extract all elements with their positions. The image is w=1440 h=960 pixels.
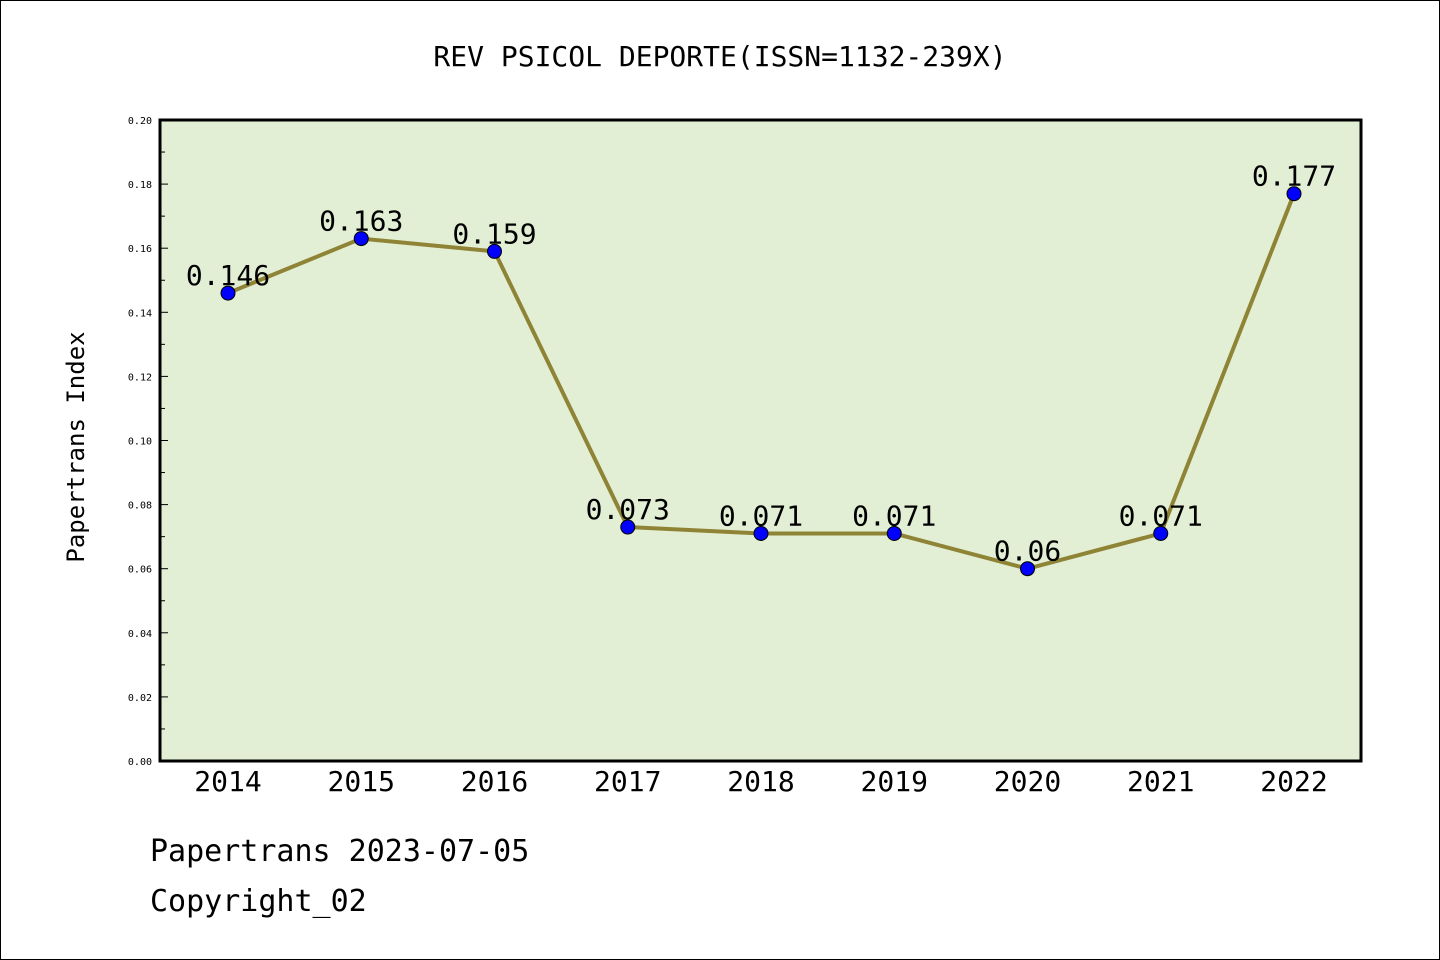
y-tick-label: 0.00 (128, 757, 152, 768)
y-tick-label: 0.18 (128, 180, 152, 191)
y-tick-label: 0.10 (128, 437, 152, 448)
data-point (753, 525, 769, 541)
y-tick-label: 0.04 (128, 629, 152, 640)
footer-copyright: Copyright_02 (150, 884, 367, 919)
x-tick-label: 2018 (727, 765, 794, 798)
y-tick-label: 0.16 (128, 244, 152, 255)
y-tick-label: 0.02 (128, 693, 152, 704)
series-line-group: 0.146 0.163 0.159 0.073 0.071 0.071 0.06 0.071 0… (186, 160, 1336, 577)
data-label: 0.146 (186, 259, 270, 292)
x-tick-label: 2020 (994, 765, 1061, 798)
data-label: 0.071 (1119, 499, 1203, 532)
data-label: 0.06 (994, 535, 1061, 568)
x-tick-label: 2014 (194, 765, 261, 798)
data-label: 0.071 (852, 499, 936, 532)
data-label: 0.177 (1252, 160, 1336, 193)
data-point (620, 519, 636, 535)
y-tick-label: 0.12 (128, 372, 152, 383)
plot-area (160, 120, 1361, 761)
x-tick-label: 2021 (1127, 765, 1194, 798)
data-point (1153, 525, 1169, 541)
plot-border (158, 118, 1363, 763)
chart-title: REV PSICOL DEPORTE(ISSN=1132-239X) (433, 40, 1006, 73)
data-point (487, 243, 502, 259)
data-point (1286, 186, 1302, 202)
y-axis-label: Papertrans Index (62, 331, 90, 562)
data-label: 0.073 (586, 493, 670, 526)
y-tick-label: 0.08 (128, 501, 152, 512)
x-axis: 2014 2015 2016 2017 2018 2019 2020 2021 2022 (194, 765, 1327, 798)
data-point (886, 525, 902, 541)
x-tick-label: 2019 (861, 765, 928, 798)
data-point (220, 285, 236, 301)
footer-date: Papertrans 2023-07-05 (150, 834, 530, 869)
x-tick-label: 2015 (328, 765, 395, 798)
data-point (353, 231, 369, 247)
data-label: 0.159 (452, 217, 536, 250)
data-point (1020, 561, 1035, 577)
y-tick-label: 0.06 (128, 565, 152, 576)
y-tick-label: 0.20 (128, 116, 152, 127)
data-label: 0.163 (319, 205, 403, 238)
x-tick-label: 2017 (594, 765, 661, 798)
y-tick-label: 0.14 (128, 308, 152, 319)
data-label: 0.071 (719, 499, 803, 532)
x-tick-label: 2022 (1260, 765, 1327, 798)
x-tick-label: 2016 (461, 765, 528, 798)
